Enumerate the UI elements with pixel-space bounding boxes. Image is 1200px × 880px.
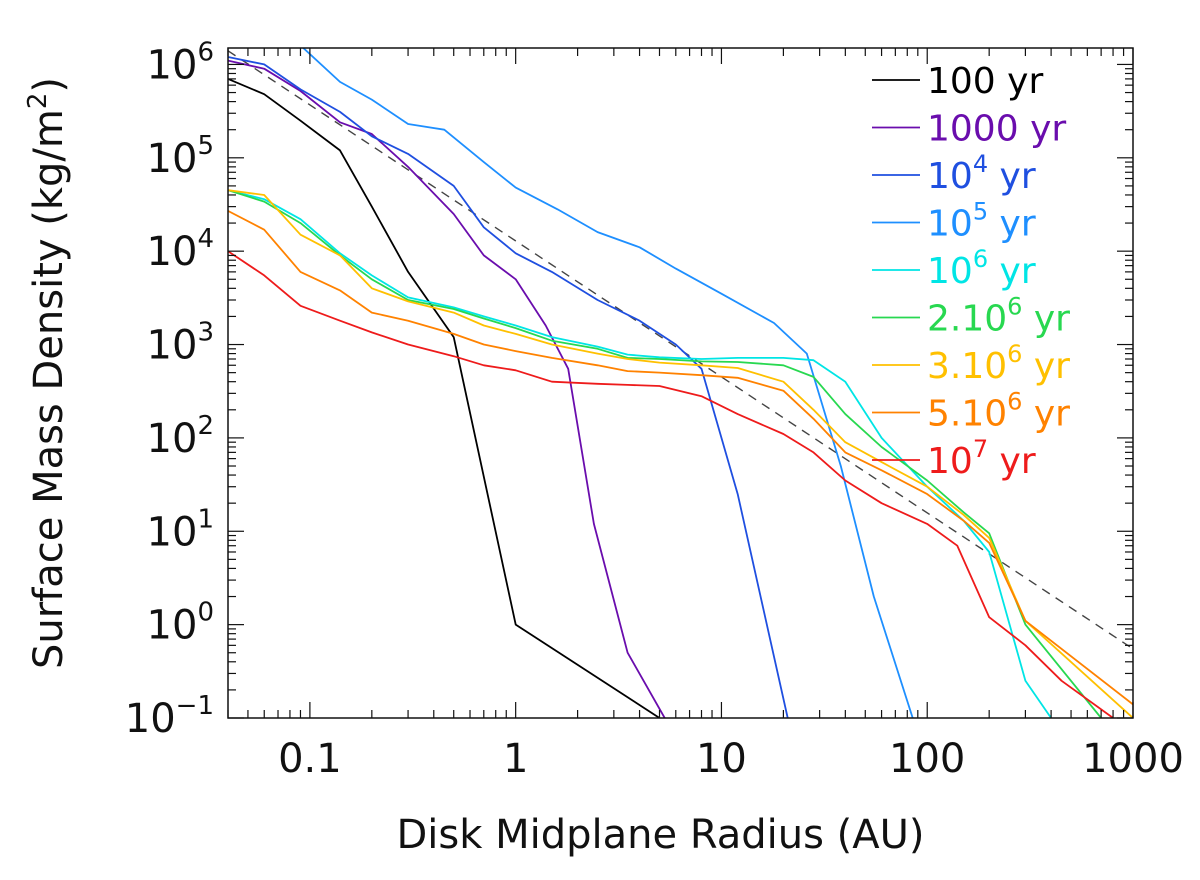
x-tick-label: 100 (889, 736, 965, 782)
x-tick-label: 1000 (1082, 736, 1184, 782)
y-tick-label: 100 (147, 598, 214, 649)
y-tick-label: 104 (147, 224, 214, 275)
axes: 0.1 1 10 100 1000 10−1 100 101 102 103 104 105 106 Di… (23, 37, 1184, 858)
x-axis-title: Disk Midplane Radius (AU) (396, 812, 924, 858)
legend-label: 2.106 yr (927, 293, 1070, 340)
plot-frame (227, 47, 1134, 719)
series-line-1 (228, 59, 666, 718)
y-tick-label: 10−1 (125, 691, 214, 742)
legend-label: 106 yr (927, 245, 1036, 292)
legend-label: 5.106 yr (927, 388, 1070, 435)
series-line-7 (228, 210, 1133, 706)
legend-label: 1000 yr (927, 109, 1066, 150)
series-line-0 (228, 78, 660, 718)
legend-label: 104 yr (927, 150, 1036, 197)
y-axis-title: Surface Mass Density (kg/m2) (23, 77, 72, 669)
series-line-2 (228, 56, 789, 718)
series-line-8 (228, 250, 1114, 718)
legend-label: 107 yr (927, 435, 1036, 482)
reference-dashed-line (228, 50, 1133, 650)
x-tick-label: 10 (696, 736, 747, 782)
legend-label: 100 yr (927, 61, 1043, 102)
y-tick-label: 101 (147, 504, 214, 555)
series-lines (228, 48, 1133, 718)
series-line-3 (301, 48, 914, 718)
legend-label: 105 yr (927, 198, 1036, 245)
legend-label: 3.106 yr (927, 340, 1070, 387)
y-tick-label: 103 (147, 318, 214, 369)
x-tick-label: 0.1 (278, 736, 342, 782)
y-tick-label: 105 (147, 131, 214, 182)
y-tick-label: 106 (147, 37, 214, 88)
y-tick-label: 102 (147, 411, 214, 462)
x-tick-label: 1 (503, 736, 528, 782)
series-line-5 (228, 189, 1102, 718)
series-line-6 (228, 189, 1133, 718)
